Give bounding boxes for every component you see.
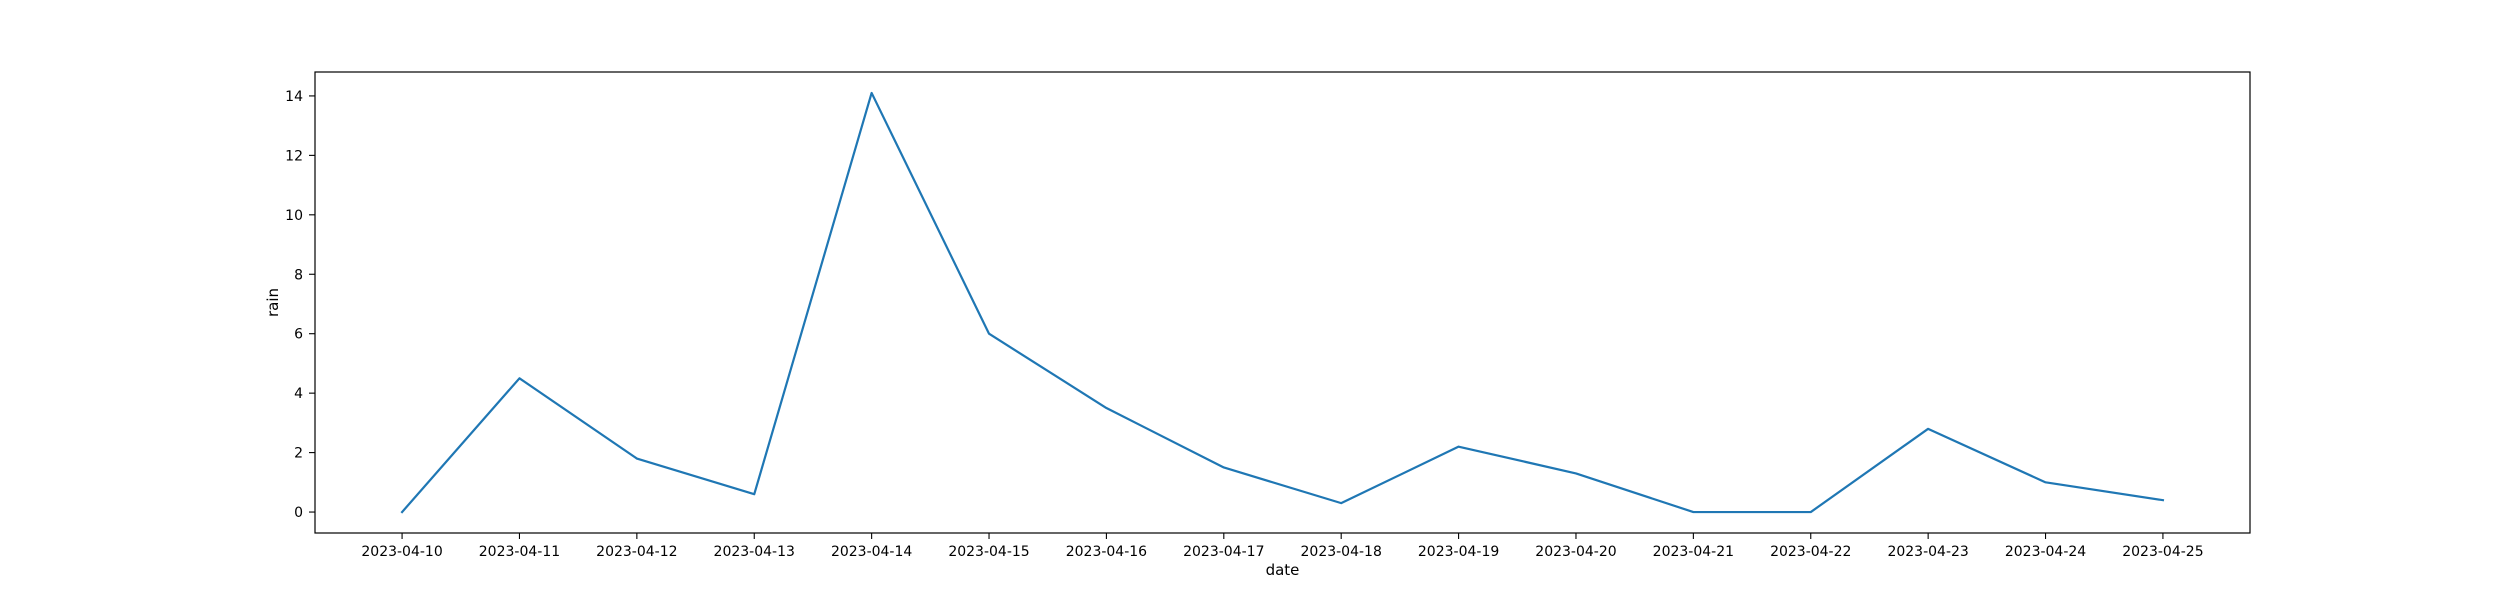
x-tick-label: 2023-04-16 — [1066, 544, 1147, 560]
x-axis-label: date — [1266, 561, 1300, 579]
y-tick-label: 14 — [285, 89, 303, 105]
y-tick-label: 10 — [285, 208, 303, 224]
x-tick-label: 2023-04-20 — [1535, 544, 1616, 560]
y-tick-label: 4 — [294, 386, 303, 402]
x-axis-ticks: 2023-04-10 2023-04-11 2023-04-12 2023-04-13… — [361, 533, 2204, 560]
x-tick-label: 2023-04-13 — [714, 544, 795, 560]
y-tick-label: 2 — [294, 446, 303, 462]
x-tick-label: 2023-04-14 — [831, 544, 912, 560]
x-tick-label: 2023-04-19 — [1418, 544, 1499, 560]
series-line-rain — [400, 91, 2165, 514]
x-tick-label: 2023-04-24 — [2005, 544, 2086, 560]
x-tick-label: 2023-04-18 — [1301, 544, 1382, 560]
y-tick-label: 6 — [294, 327, 303, 343]
x-tick-label: 2023-04-23 — [1887, 544, 1968, 560]
y-axis-ticks: 0 2 4 6 8 10 12 14 — [285, 89, 315, 521]
y-tick-label: 0 — [294, 505, 303, 521]
y-axis-label: rain — [264, 288, 282, 317]
x-tick-label: 2023-04-10 — [361, 544, 442, 560]
x-tick-label: 2023-04-25 — [2122, 544, 2203, 560]
x-tick-label: 2023-04-17 — [1183, 544, 1264, 560]
x-tick-label: 2023-04-12 — [596, 544, 677, 560]
y-tick-label: 8 — [294, 267, 303, 283]
x-tick-label: 2023-04-21 — [1653, 544, 1734, 560]
x-tick-label: 2023-04-22 — [1770, 544, 1851, 560]
x-tick-label: 2023-04-15 — [948, 544, 1029, 560]
y-tick-label: 12 — [285, 148, 303, 164]
x-tick-label: 2023-04-11 — [479, 544, 560, 560]
plot-area-frame — [314, 71, 2251, 534]
